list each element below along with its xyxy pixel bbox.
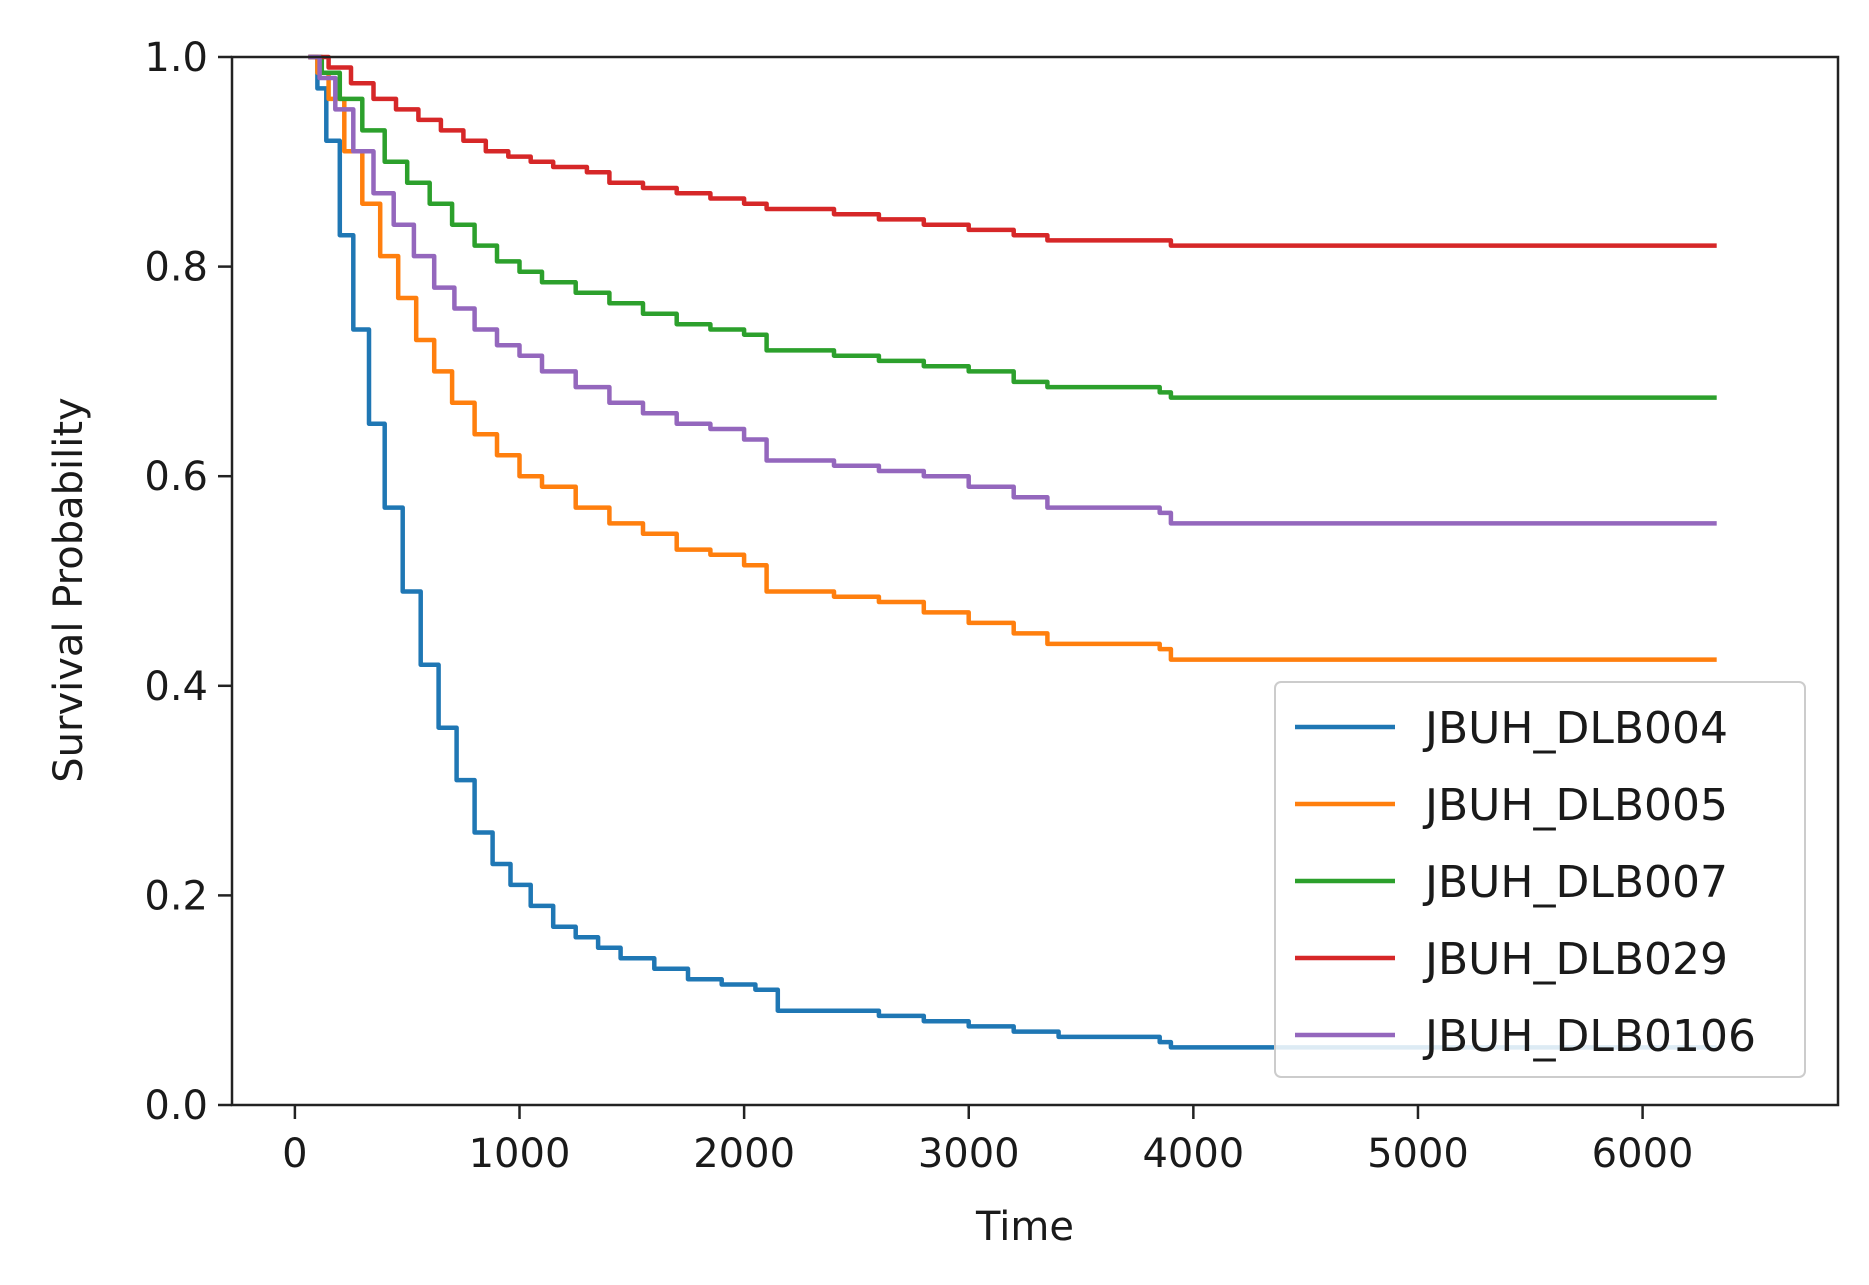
x-axis-title: Time	[975, 1204, 1074, 1250]
legend-label-jbuh_dlb0106: JBUH_DLB0106	[1422, 1011, 1756, 1062]
x-tick-label: 6000	[1592, 1131, 1694, 1177]
legend-label-jbuh_dlb005: JBUH_DLB005	[1422, 780, 1728, 831]
series-line-jbuh_dlb0106	[308, 54, 1717, 526]
series-line-jbuh_dlb007	[308, 54, 1717, 400]
x-tick-label: 5000	[1367, 1131, 1469, 1177]
series-line-jbuh_dlb029	[308, 54, 1717, 248]
x-axis: 0 1000 2000 3000 4000 5000 6000	[282, 1105, 1693, 1177]
series-line-jbuh_dlb005	[308, 54, 1717, 662]
x-tick-label: 0	[282, 1131, 307, 1177]
y-tick-label: 1.0	[144, 35, 208, 81]
y-tick-label: 0.2	[144, 873, 208, 919]
legend-box	[1274, 681, 1806, 1078]
y-axis-title: Survival Probability	[46, 397, 92, 782]
y-tick-label: 0.6	[144, 454, 208, 500]
legend-label-jbuh_dlb007: JBUH_DLB007	[1422, 857, 1728, 908]
y-tick-label: 0.0	[144, 1083, 208, 1129]
x-tick-label: 4000	[1142, 1131, 1244, 1177]
y-tick-label: 0.8	[144, 245, 208, 291]
y-axis: 0.0 0.2 0.4 0.6 0.8 1.0	[144, 35, 232, 1129]
legend: JBUH_DLB004 JBUH_DLB005 JBUH_DLB007 JBUH_DL…	[1274, 681, 1806, 1078]
x-tick-label: 3000	[918, 1131, 1020, 1177]
series-line-jbuh_dlb004	[308, 54, 1717, 1050]
plot-frame	[230, 55, 1840, 1107]
legend-label-jbuh_dlb004: JBUH_DLB004	[1422, 703, 1728, 754]
legend-label-jbuh_dlb029: JBUH_DLB029	[1422, 934, 1728, 985]
plot-lines	[308, 54, 1717, 1050]
x-tick-label: 1000	[469, 1131, 571, 1177]
y-tick-label: 0.4	[144, 664, 208, 710]
x-tick-label: 2000	[693, 1131, 795, 1177]
legend-items: JBUH_DLB004 JBUH_DLB005 JBUH_DLB007 JBUH_DL…	[1295, 703, 1756, 1062]
